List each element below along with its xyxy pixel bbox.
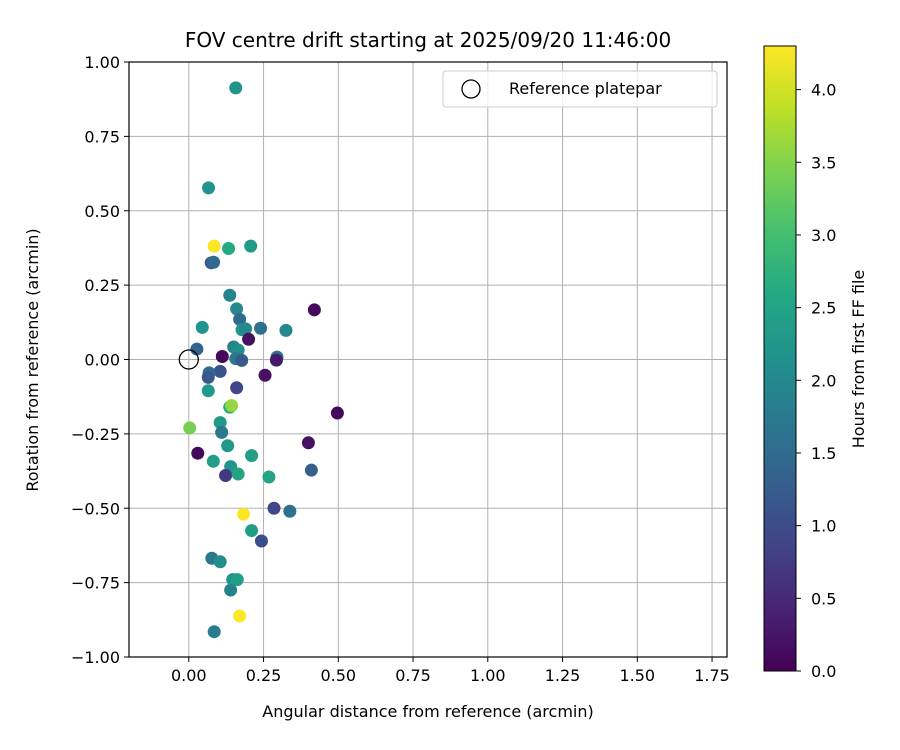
scatter-point <box>279 323 293 337</box>
chart-title: FOV centre drift starting at 2025/09/20 … <box>185 28 671 52</box>
legend-reference-marker <box>461 79 481 99</box>
legend-box <box>442 70 718 108</box>
scatter-point <box>230 381 244 395</box>
scatter-point <box>301 436 315 450</box>
colorbar-ticks: 0.0 0.5 1.0 1.5 2.0 2.5 3.0 3.5 4.0 <box>796 81 836 681</box>
scatter-point <box>245 449 259 463</box>
scatter-point <box>201 384 215 398</box>
scatter-point <box>307 303 321 317</box>
scatter-point <box>201 370 215 384</box>
x-tick-label: 1.25 <box>545 666 581 685</box>
scatter-point <box>222 242 236 256</box>
scatter-point <box>231 467 245 481</box>
scatter-point <box>221 439 235 453</box>
y-tick-label: 0.00 <box>84 351 120 370</box>
y-tick-label: −1.00 <box>71 648 120 667</box>
colorbar-tick-label: 3.5 <box>811 153 836 172</box>
scatter-point <box>219 469 233 483</box>
scatter-point <box>207 239 221 253</box>
x-tick-label: 1.50 <box>619 666 655 685</box>
scatter-point <box>202 181 216 195</box>
colorbar-tick-label: 0.0 <box>811 662 836 681</box>
x-tick-label: 0.25 <box>246 666 282 685</box>
scatter-point <box>195 320 209 334</box>
scatter-point <box>229 81 243 95</box>
scatter-point <box>215 425 229 439</box>
x-tick-label: 1.00 <box>470 666 506 685</box>
scatter-point <box>213 555 227 569</box>
x-tick-label: 0.75 <box>395 666 431 685</box>
scatter-point <box>258 368 272 382</box>
reference-platepar-marker <box>178 349 199 370</box>
colorbar-tick-label: 0.5 <box>811 589 836 608</box>
scatter-point <box>254 534 268 548</box>
y-tick-label: −0.25 <box>71 425 120 444</box>
x-tick-label: 0.00 <box>171 666 207 685</box>
scatter-point <box>233 609 247 623</box>
scatter-point <box>330 406 344 420</box>
scatter-point <box>215 350 229 364</box>
scatter-point <box>230 302 244 316</box>
scatter-point <box>230 573 244 587</box>
scatter-point <box>224 583 238 597</box>
scatter-point <box>283 504 297 518</box>
scatter-point <box>254 321 268 335</box>
scatter-point <box>223 288 237 302</box>
legend-reference-label: Reference platepar <box>509 79 662 98</box>
scatter-point <box>183 421 197 435</box>
scatter-point <box>235 353 249 367</box>
x-tick-label: 0.50 <box>320 666 356 685</box>
scatter-point <box>245 524 259 538</box>
colorbar-tick-label: 3.0 <box>811 226 836 245</box>
colorbar-tick-label: 2.5 <box>811 299 836 318</box>
y-tick-label: 0.75 <box>84 127 120 146</box>
scatter-point <box>239 322 253 336</box>
scatter-point <box>244 239 258 253</box>
scatter-point <box>213 364 227 378</box>
scatter-point <box>233 312 247 326</box>
scatter-point <box>269 353 283 367</box>
y-tick-label: −0.75 <box>71 574 120 593</box>
points-layer <box>183 81 344 639</box>
colorbar-tick-label: 4.0 <box>811 81 836 100</box>
scatter-point <box>242 332 256 346</box>
colorbar-tick-label: 1.5 <box>811 444 836 463</box>
y-axis-ticks: −1.00 −0.75 −0.50 −0.25 0.00 0.25 0.50 0.75 1.00 <box>71 53 129 667</box>
y-tick-label: 0.25 <box>84 276 120 295</box>
scatter-point <box>304 463 318 477</box>
scatter-point <box>206 454 220 468</box>
scatter-point <box>225 399 239 413</box>
y-tick-label: 1.00 <box>84 53 120 72</box>
y-tick-label: −0.50 <box>71 499 120 518</box>
y-tick-label: 0.50 <box>84 202 120 221</box>
scatter-point <box>237 507 251 521</box>
x-axis-ticks: 0.00 0.25 0.50 0.75 1.00 1.25 1.50 1.75 <box>171 657 730 685</box>
legend: Reference platepar <box>442 70 718 108</box>
colorbar-tick-label: 2.0 <box>811 371 836 390</box>
colorbar-gradient <box>763 45 797 672</box>
scatter-point <box>267 501 281 515</box>
scatter-point <box>207 625 221 639</box>
reference-layer <box>178 349 199 370</box>
scatter-point <box>262 470 276 484</box>
colorbar-label: Hours from first FF file <box>849 270 868 449</box>
x-tick-label: 1.75 <box>694 666 730 685</box>
scatter-point <box>207 255 221 269</box>
scatter-point <box>213 416 227 430</box>
y-axis-label: Rotation from reference (arcmin) <box>23 228 42 491</box>
scatter-point <box>190 342 204 356</box>
colorbar-tick-label: 1.0 <box>811 517 836 536</box>
x-axis-label: Angular distance from reference (arcmin) <box>262 702 593 721</box>
scatter-point <box>191 446 205 460</box>
colorbar: 0.0 0.5 1.0 1.5 2.0 2.5 3.0 3.5 4.0 Hours from f… <box>763 45 868 681</box>
